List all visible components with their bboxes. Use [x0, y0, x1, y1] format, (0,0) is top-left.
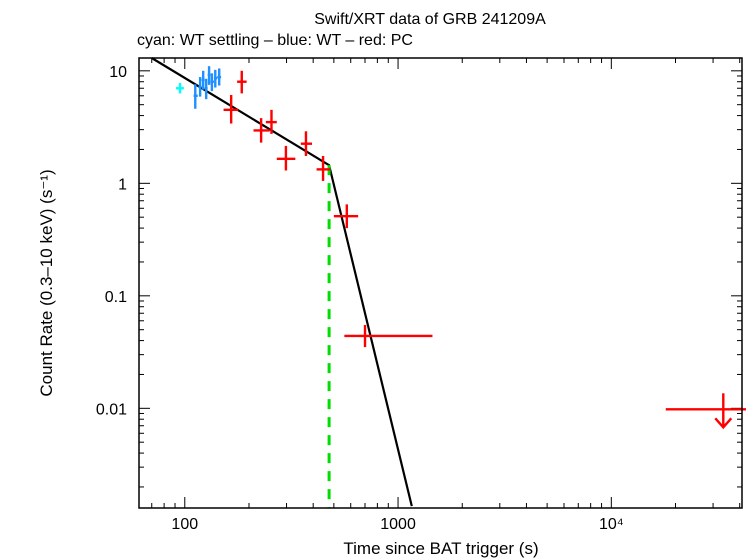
data-point	[201, 70, 205, 90]
data-point	[204, 78, 208, 100]
plot-frame	[138, 57, 743, 509]
data-point	[333, 204, 359, 229]
data-point	[223, 94, 239, 124]
upper-limit-point	[665, 393, 746, 430]
model-layer	[151, 57, 413, 508]
x-axis-label: Time since BAT trigger (s)	[343, 539, 538, 558]
data-point	[276, 145, 296, 171]
axis-ticks	[139, 58, 742, 508]
y-tick-label: 10	[109, 64, 127, 81]
y-tick-label: 1	[118, 176, 127, 193]
x-tick-label: 1000	[380, 516, 416, 533]
data-point	[198, 77, 202, 97]
y-tick-label: 0.1	[105, 289, 127, 306]
data-point	[207, 66, 211, 85]
tick-labels: 100 1000 10⁴ 10 1 0.1 0.01	[96, 64, 624, 533]
data-point	[316, 155, 331, 181]
x-tick-label: 100	[171, 516, 198, 533]
model-line	[151, 57, 413, 507]
data-point	[193, 84, 198, 109]
y-axis-label: Count Rate (0.3–10 keV) (s⁻¹)	[37, 169, 56, 396]
x-tick-label: 10⁴	[599, 516, 624, 533]
data-point	[237, 70, 247, 94]
chart-subtitle: cyan: WT settling – blue: WT – red: PC	[137, 32, 413, 49]
data-point	[300, 131, 313, 156]
data-point	[253, 118, 270, 143]
y-tick-label: 0.01	[96, 401, 127, 418]
upper-limit-arrowhead	[714, 417, 733, 430]
data-point	[176, 82, 184, 94]
data-point	[213, 69, 218, 88]
data-point	[265, 109, 277, 134]
data-point	[210, 73, 214, 92]
data-point	[217, 68, 222, 86]
data-point	[344, 325, 433, 348]
chart-title: Swift/XRT data of GRB 241209A	[314, 11, 546, 28]
data-layer	[176, 66, 746, 430]
